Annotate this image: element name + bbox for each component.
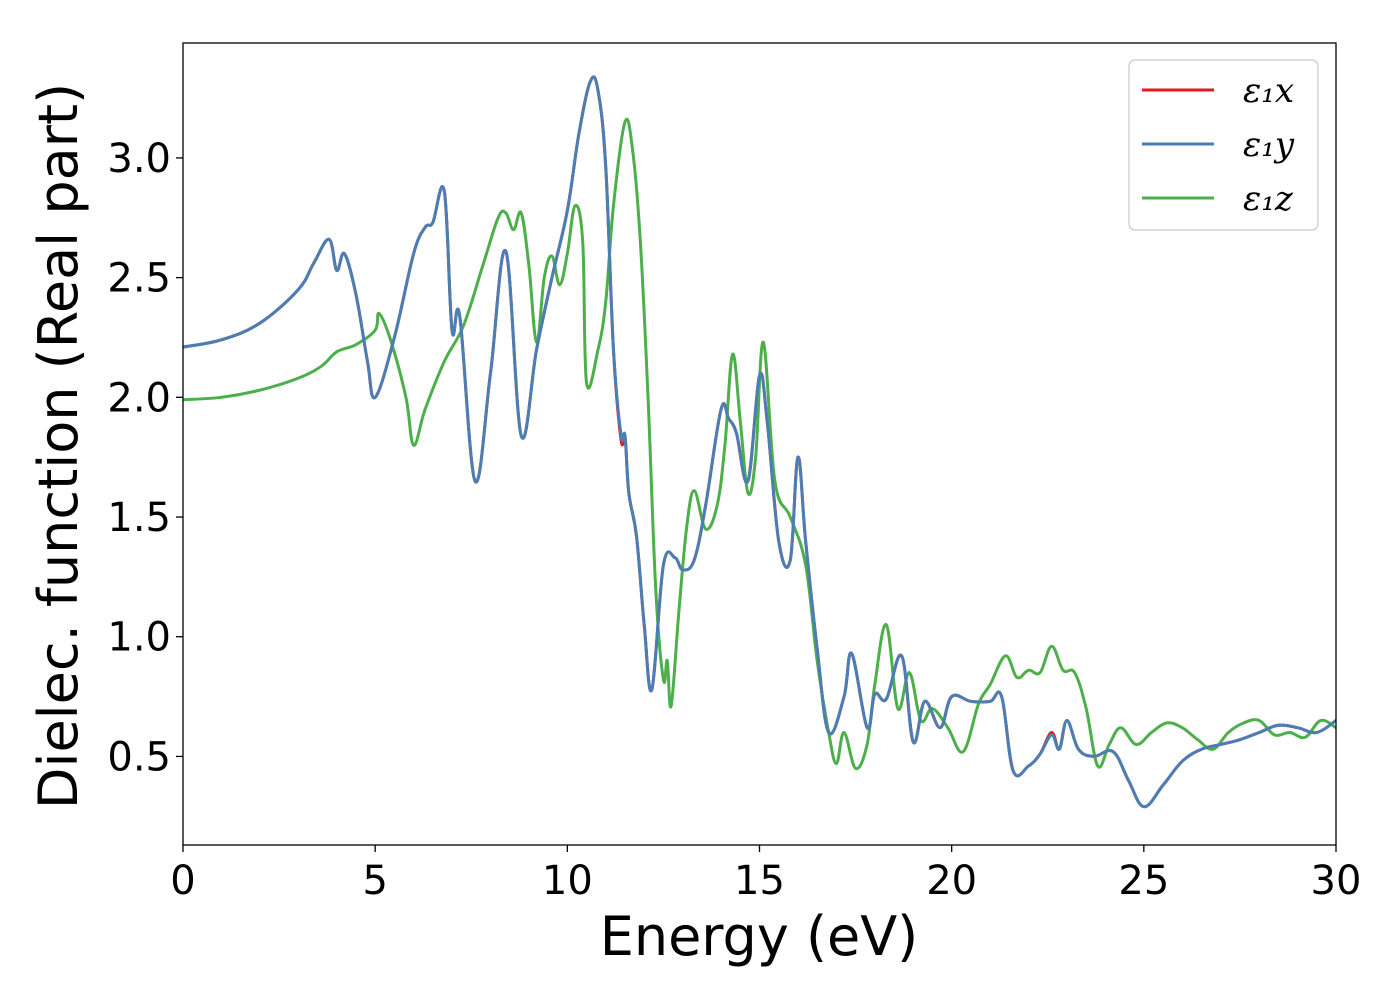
x-axis-ticks: 0 5 10 15 20 25 30: [170, 845, 1361, 904]
legend-label-1: ε₁x: [1243, 71, 1294, 111]
y-tick-label: 1.5: [107, 495, 171, 541]
series-line-3: [183, 117, 1336, 771]
legend-label-2: ε₁y: [1243, 125, 1295, 165]
legend: ε₁x ε₁y ε₁z: [1128, 59, 1319, 231]
y-axis-label: Dielec. function (Real part): [27, 83, 90, 809]
y-tick-label: 2.5: [107, 256, 171, 302]
series-line-2: [183, 75, 1336, 809]
x-tick-label: 30: [1311, 858, 1362, 904]
x-tick-label: 10: [542, 858, 593, 904]
legend-box: [1128, 59, 1319, 231]
y-tick-label: 0.5: [107, 734, 171, 780]
legend-label-3: ε₁z: [1243, 179, 1294, 219]
y-tick-label: 1.0: [107, 615, 171, 661]
x-tick-label: 0: [170, 858, 195, 904]
series-layer: [183, 75, 1336, 809]
y-tick-label: 2.0: [107, 375, 171, 421]
x-tick-label: 15: [734, 858, 785, 904]
x-tick-label: 20: [926, 858, 977, 904]
x-tick-label: 25: [1118, 858, 1169, 904]
x-tick-label: 5: [362, 858, 387, 904]
y-tick-label: 3.0: [107, 136, 171, 182]
x-axis-label: Energy (eV): [600, 905, 919, 968]
y-axis-ticks: 0.5 1.0 1.5 2.0 2.5 3.0: [107, 136, 183, 780]
